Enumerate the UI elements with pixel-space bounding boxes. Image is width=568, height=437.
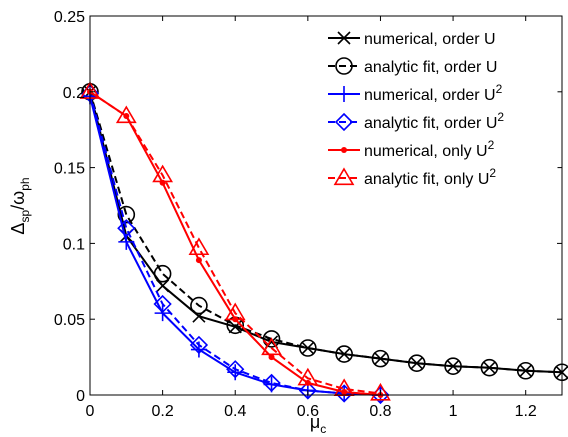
x-tick-label: 0.6 [297, 403, 319, 420]
y-tick-label: 0.25 [54, 9, 85, 26]
data-point [159, 179, 166, 186]
legend-label-text: numerical, only U [364, 143, 488, 160]
data-point [516, 361, 535, 380]
series-line [89, 93, 381, 396]
legend-marker [337, 31, 351, 45]
legend-marker [333, 167, 355, 186]
legend-label-text: numerical, order U [364, 87, 496, 104]
data-point [117, 219, 136, 238]
legend-item: numerical, order U [328, 31, 496, 48]
axis-layer: 0 0.2 0.4 0.6 0.8 1 1.2 0 0.05 0.1 0.15 0.2 0.25 [54, 9, 562, 420]
data-point [371, 349, 390, 368]
data-point [298, 381, 317, 400]
data-point [480, 358, 499, 377]
legend-label-superscript: 2 [496, 82, 503, 96]
data-point [156, 279, 170, 293]
legend-label: analytic fit, order U2 [364, 110, 504, 132]
data-point [444, 357, 462, 375]
legend-marker [336, 86, 352, 102]
series-layer [79, 81, 568, 405]
data-point [188, 237, 210, 256]
legend-item: numerical, only U2 [328, 138, 495, 160]
legend-label: numerical, only U2 [364, 138, 495, 160]
data-point [195, 257, 202, 264]
x-tick-label: 0.2 [151, 403, 173, 420]
x-tick-label: 0.8 [369, 403, 391, 420]
legend-item: analytic fit, order U2 [328, 110, 504, 132]
data-point [261, 337, 282, 356]
data-point [115, 105, 137, 124]
legend-label-superscript: 2 [489, 166, 496, 180]
legend-item: numerical, order U2 [328, 82, 503, 104]
data-point [262, 330, 281, 348]
x-tick-label: 0 [86, 403, 95, 420]
y-tick-label: 0.1 [63, 236, 85, 253]
legend-box [304, 21, 558, 201]
legend-label: numerical, order U [364, 31, 496, 48]
y-axis-label: Δsp/ωph [8, 177, 32, 234]
y-tick-label: 0.2 [63, 85, 85, 102]
data-point [482, 361, 496, 375]
legend-marker [341, 147, 347, 153]
legend-item: analytic fit, only U2 [328, 166, 496, 188]
data-point [153, 294, 172, 314]
legend-label-text: analytic fit, order U [364, 59, 497, 76]
data-point [519, 364, 533, 378]
plot-area-frame [89, 15, 563, 396]
series-6 [79, 81, 391, 401]
legend: numerical, order U analytic fit, order U n… [304, 21, 558, 201]
y-tick-label: 0 [76, 388, 85, 405]
data-point [341, 388, 348, 395]
legend-label-text: analytic fit, order U [364, 115, 497, 132]
y-tick-label: 0.05 [54, 312, 85, 329]
data-point [407, 354, 426, 372]
series-line [89, 90, 381, 395]
data-point [153, 264, 172, 283]
legend-marker [335, 57, 353, 75]
data-point [297, 367, 319, 386]
legend-label-text: analytic fit, only U [364, 171, 489, 188]
data-point [117, 205, 136, 224]
x-tick-label: 1 [449, 403, 458, 420]
x-tick-label: 0.4 [224, 403, 246, 420]
data-point [335, 345, 353, 363]
data-point [190, 296, 208, 315]
data-point [299, 339, 317, 357]
legend-label-superscript: 2 [497, 110, 504, 124]
legend-label-text: numerical, order U [364, 31, 496, 48]
data-point [370, 382, 391, 401]
data-point [224, 302, 246, 321]
legend-label: analytic fit, only U2 [364, 166, 496, 188]
legend-label: numerical, order U2 [364, 82, 503, 104]
series-line [89, 91, 563, 374]
data-point [373, 352, 388, 366]
data-point [262, 373, 281, 393]
x-tick-label: 1.2 [515, 403, 537, 420]
data-point [152, 164, 174, 183]
data-point [268, 354, 275, 361]
data-point [189, 335, 209, 355]
legend-label-superscript: 2 [488, 138, 495, 152]
legend-item: analytic fit, order U [328, 57, 497, 76]
legend-label: analytic fit, order U [364, 59, 497, 76]
y-tick-label: 0.15 [54, 161, 85, 178]
x-axis-label: μc [310, 412, 326, 436]
data-point [226, 360, 245, 379]
legend-marker [334, 112, 354, 132]
